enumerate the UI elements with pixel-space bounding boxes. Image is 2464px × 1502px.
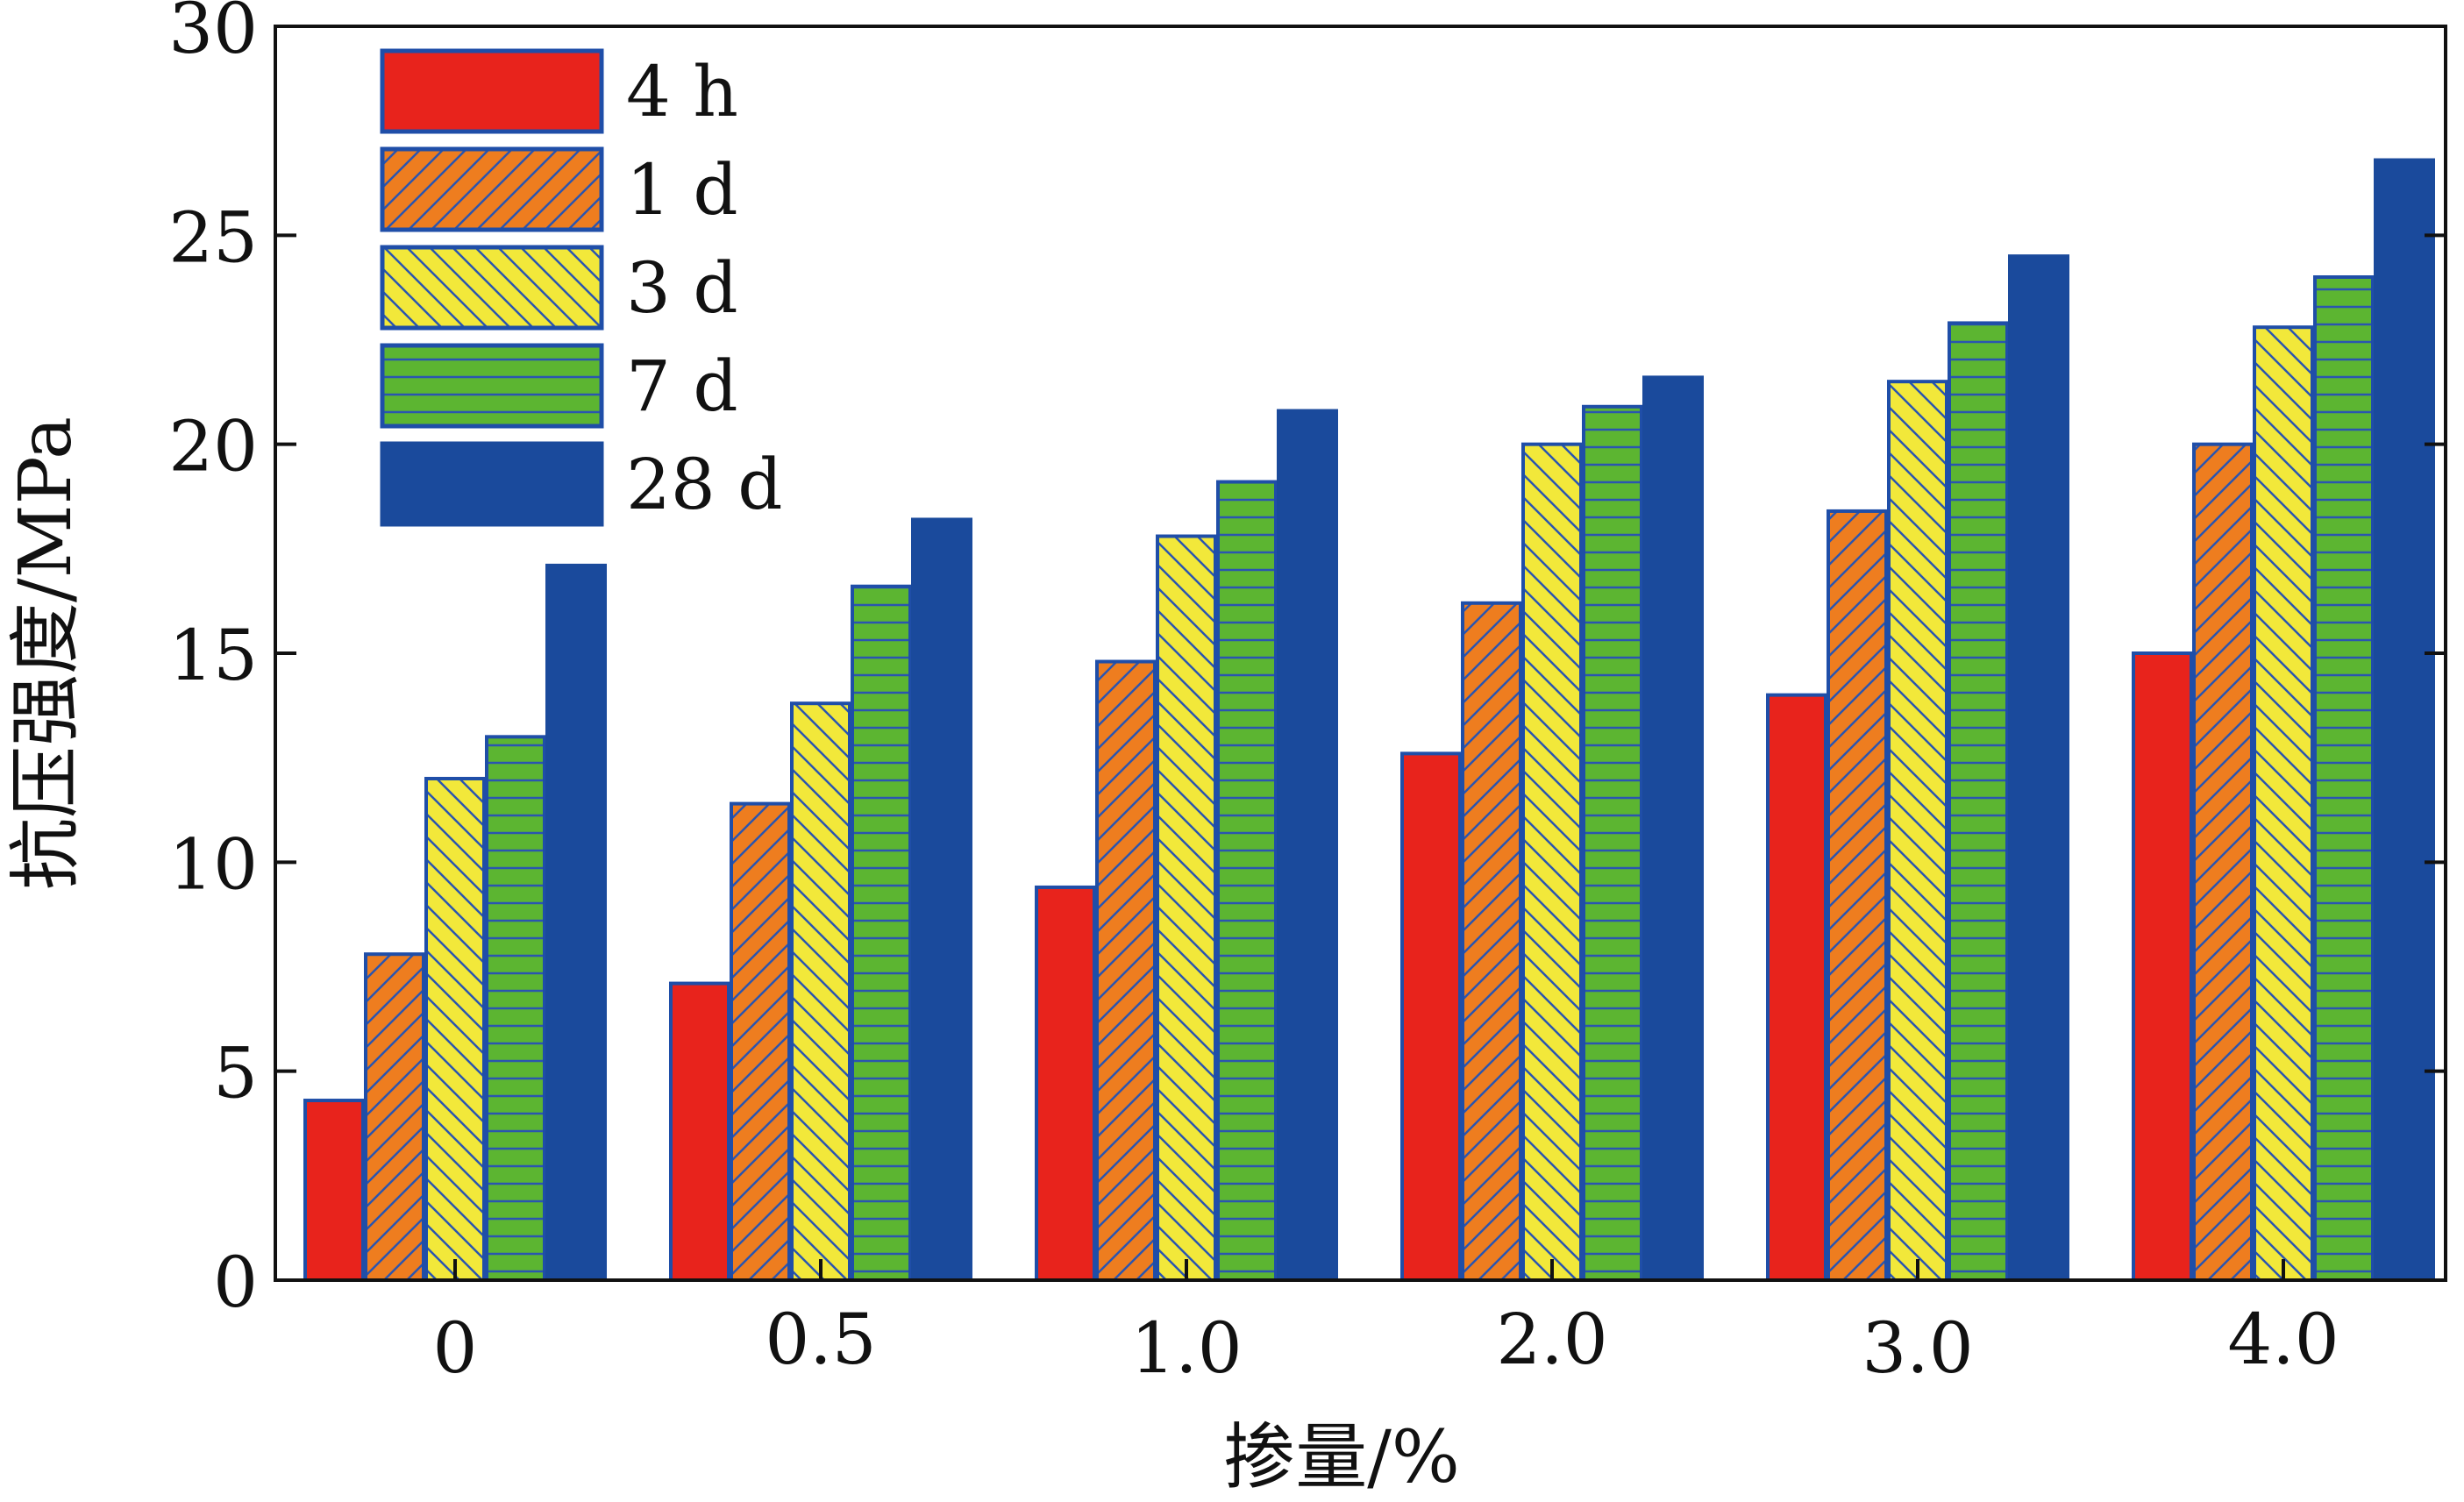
bar-1d-cat-2.0 [1461,601,1522,1282]
y-axis-ticks: 0 5 10 15 20 25 30 [168,0,2446,1323]
x-axis-label: 掺量/% [1223,1416,1460,1498]
bar-1d-cat-1.0 [1095,659,1157,1282]
bar-1d-cat-4.0 [2192,442,2254,1282]
bar-28d-cat-1.0 [1277,409,1338,1282]
legend-swatch-28d [380,441,604,527]
bar-1d-cat-0.5 [730,801,791,1282]
bar-7d-cat-2.0 [1582,404,1643,1282]
bars-layer [303,158,2435,1283]
bar-1d-cat-0 [364,952,425,1282]
legend-label-4h: 4 h [626,51,738,132]
legend-swatch-4h [380,48,604,134]
bar-3d-cat-3.0 [1887,380,1948,1283]
y-tick-label: 25 [168,196,258,278]
y-tick-label: 10 [168,823,258,905]
legend-label-3d: 3 d [626,247,738,329]
bar-7d-cat-0 [485,735,546,1282]
bar-4h-cat-4.0 [2132,651,2193,1282]
y-tick-label: 5 [213,1033,258,1114]
legend-label-1d: 1 d [626,149,738,231]
bar-3d-cat-2.0 [1521,442,1583,1282]
legend: 4 h 1 d 3 d 7 d 28 d [380,48,782,527]
bar-3d-cat-4.0 [2253,325,2314,1283]
bar-28d-cat-0 [545,563,607,1282]
y-tick-label: 20 [168,406,258,488]
bar-28d-cat-2.0 [1642,375,1704,1282]
legend-label-28d: 28 d [626,444,782,525]
bar-1d-cat-3.0 [1827,509,1888,1282]
x-tick-label: 2.0 [1496,1299,1607,1380]
legend-swatch-7d [380,343,604,429]
bar-3d-cat-0 [424,777,486,1282]
x-tick-label: 0 [433,1307,478,1389]
x-tick-label: 3.0 [1862,1307,1973,1389]
x-tick-label: 1.0 [1130,1307,1242,1389]
legend-swatch-3d [380,245,604,331]
bar-4h-cat-0.5 [669,981,730,1282]
bar-7d-cat-4.0 [2313,275,2375,1282]
bar-4h-cat-3.0 [1766,693,1827,1282]
bar-4h-cat-2.0 [1400,751,1462,1282]
bar-4h-cat-0 [303,1099,365,1282]
y-tick-label: 0 [213,1242,258,1323]
y-axis-label: 抗压强度/MPa [4,416,88,890]
y-tick-label: 15 [168,615,258,696]
legend-swatch-1d [380,146,604,232]
legend-label-7d: 7 d [626,345,738,427]
bar-28d-cat-4.0 [2374,158,2435,1283]
y-tick-label: 30 [168,0,258,69]
x-tick-label: 0.5 [765,1299,876,1380]
x-tick-label: 4.0 [2227,1299,2339,1380]
bar-3d-cat-0.5 [790,701,851,1282]
bar-7d-cat-3.0 [1948,321,2009,1282]
bar-28d-cat-3.0 [2008,254,2069,1283]
x-axis-ticks: 0 0.5 1.0 2.0 3.0 4.0 [433,1259,2339,1389]
bar-7d-cat-1.0 [1216,480,1278,1282]
bar-4h-cat-1.0 [1035,885,1096,1283]
bar-7d-cat-0.5 [851,584,912,1282]
bar-3d-cat-1.0 [1156,534,1217,1282]
bar-28d-cat-0.5 [911,517,972,1282]
